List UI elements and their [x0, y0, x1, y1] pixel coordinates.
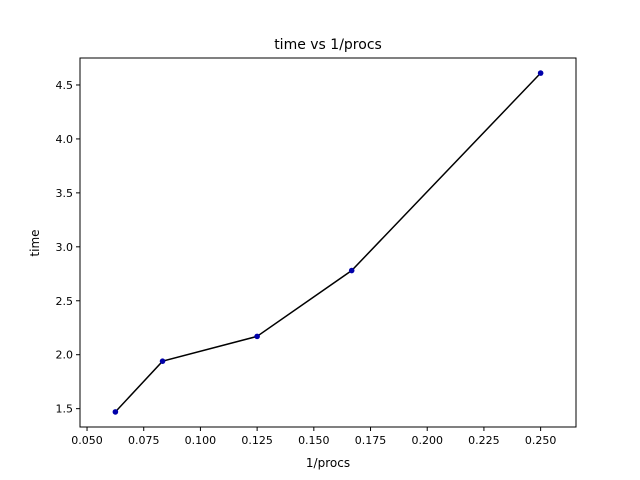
data-point: [254, 333, 260, 340]
x-tick-label: 0.100: [185, 434, 217, 447]
x-axis-label: 1/procs: [306, 456, 350, 470]
x-tick-label: 0.150: [298, 434, 330, 447]
x-tick-label: 0.125: [241, 434, 273, 447]
y-tick-label: 2.5: [56, 295, 74, 308]
y-axis-label: time: [28, 229, 42, 256]
y-tick-label: 4.0: [56, 133, 74, 146]
data-point: [537, 70, 544, 76]
x-tick-label: 0.050: [71, 434, 103, 447]
data-point: [348, 267, 355, 274]
x-tick-label: 0.225: [468, 434, 500, 447]
x-tick-label: 0.175: [355, 434, 387, 447]
y-tick-label: 3.5: [56, 187, 74, 200]
y-tick-label: 1.5: [56, 403, 74, 416]
y-tick-label: 3.0: [56, 241, 74, 254]
x-tick-label: 0.200: [411, 434, 443, 447]
chart-title: time vs 1/procs: [274, 37, 382, 53]
plot-area: 0.050 0.075 0.100 0.125 0.150 0.175 0.200 0.225…: [56, 57, 577, 447]
x-tick-label: 0.250: [525, 434, 557, 447]
x-tick-label: 0.075: [128, 434, 160, 447]
axes-frame: [79, 57, 577, 428]
y-tick-label: 2.0: [56, 349, 74, 362]
y-tick-label: 4.5: [56, 79, 74, 92]
data-point: [112, 409, 119, 415]
data-point: [159, 358, 166, 364]
